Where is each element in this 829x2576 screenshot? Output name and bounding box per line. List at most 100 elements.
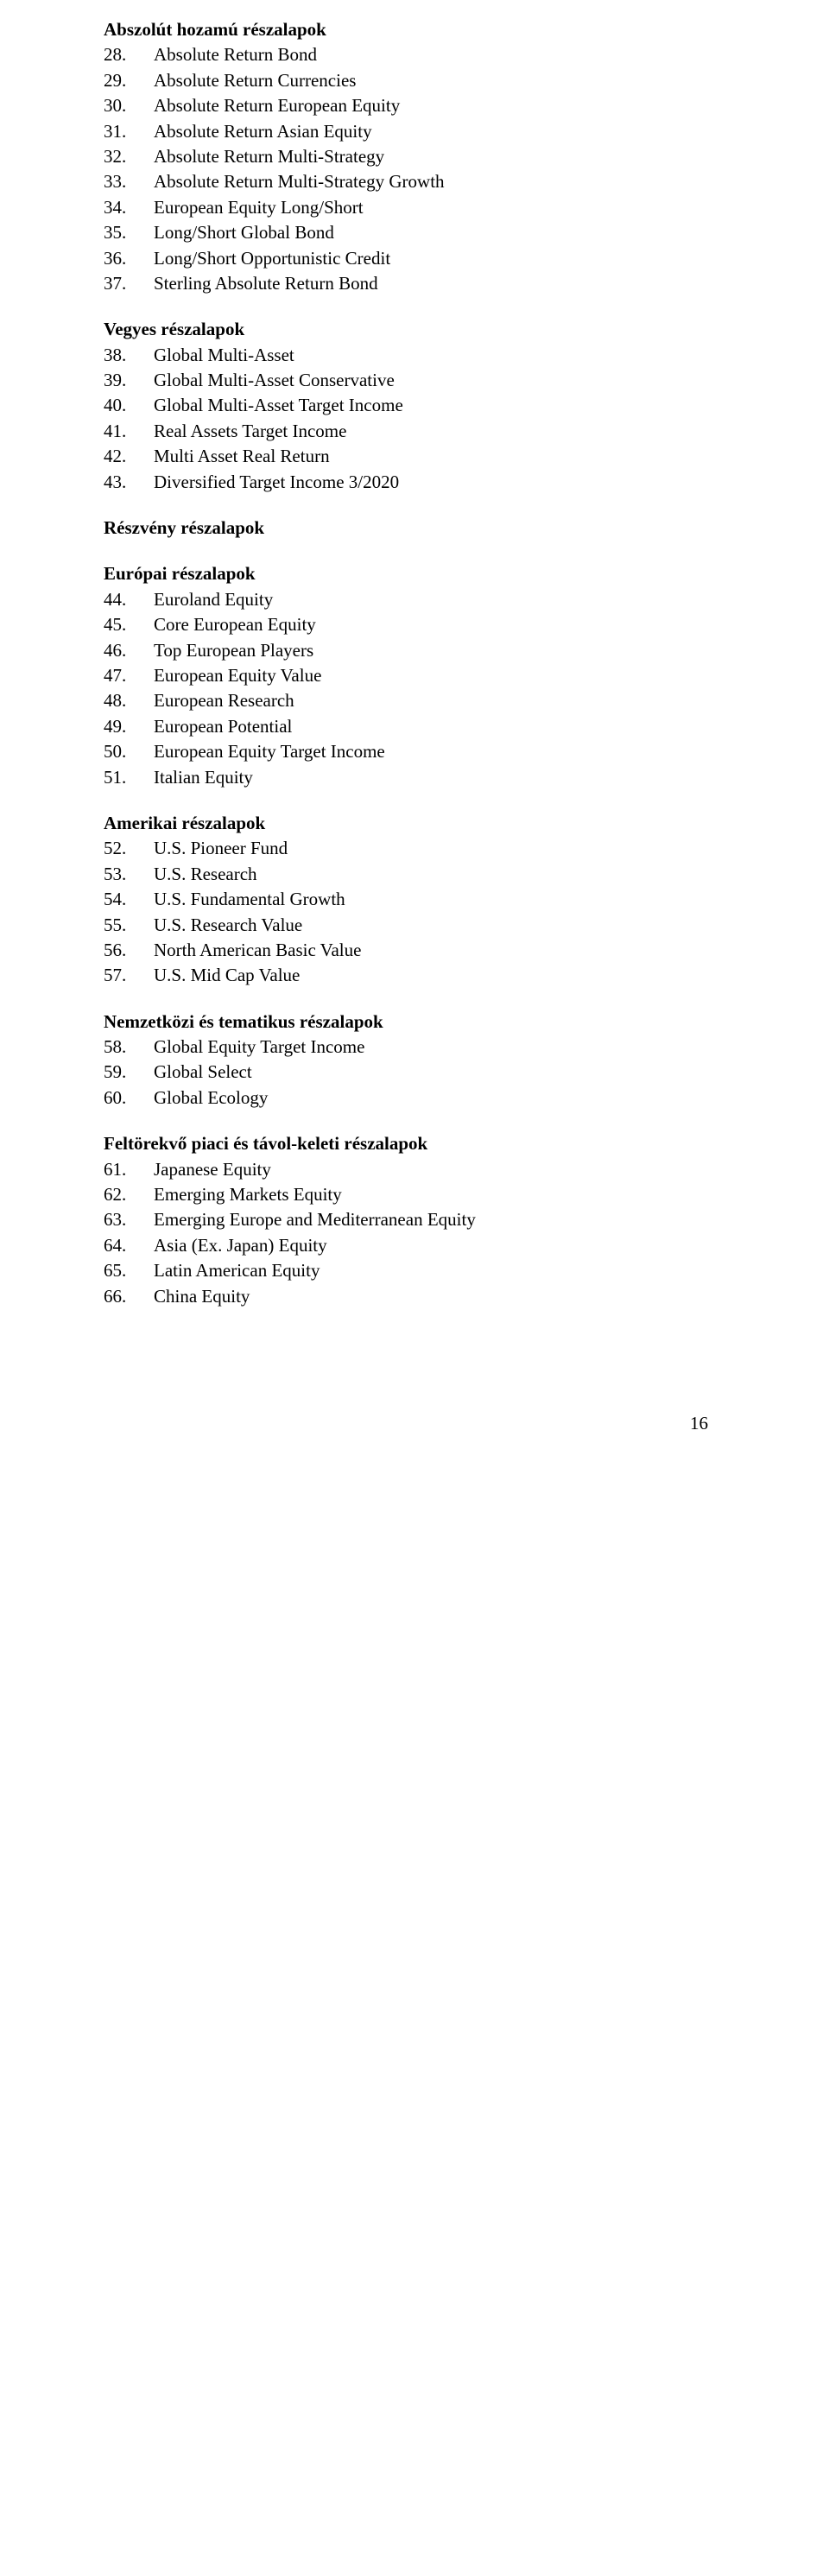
list-item-number: 43.: [104, 470, 154, 495]
list-item: 51.Italian Equity: [104, 765, 725, 790]
list-item-number: 39.: [104, 368, 154, 393]
list-item-number: 52.: [104, 836, 154, 861]
list-item-number: 46.: [104, 638, 154, 663]
section-list: 52.U.S. Pioneer Fund53.U.S. Research54.U…: [104, 836, 725, 988]
list-item-number: 60.: [104, 1085, 154, 1111]
list-item-number: 51.: [104, 765, 154, 790]
list-item-label: Absolute Return Currencies: [154, 68, 725, 93]
section-list: 28.Absolute Return Bond29.Absolute Retur…: [104, 42, 725, 296]
list-item: 50.European Equity Target Income: [104, 739, 725, 764]
list-item-number: 34.: [104, 195, 154, 220]
list-item-label: Italian Equity: [154, 765, 725, 790]
list-item-number: 55.: [104, 913, 154, 938]
list-item-label: Absolute Return Multi-Strategy Growth: [154, 169, 725, 194]
list-item-label: Asia (Ex. Japan) Equity: [154, 1233, 725, 1258]
list-item: 64.Asia (Ex. Japan) Equity: [104, 1233, 725, 1258]
list-item-label: North American Basic Value: [154, 938, 725, 963]
list-item-number: 28.: [104, 42, 154, 67]
list-item: 35.Long/Short Global Bond: [104, 220, 725, 245]
list-item: 57.U.S. Mid Cap Value: [104, 963, 725, 988]
list-item: 55.U.S. Research Value: [104, 913, 725, 938]
list-item: 58.Global Equity Target Income: [104, 1035, 725, 1060]
document-page: Abszolút hozamú részalapok28.Absolute Re…: [0, 0, 829, 1469]
list-item-label: Long/Short Opportunistic Credit: [154, 246, 725, 271]
list-item-number: 36.: [104, 246, 154, 271]
list-item-label: European Potential: [154, 714, 725, 739]
section-list: 58.Global Equity Target Income59.Global …: [104, 1035, 725, 1111]
list-item-label: European Research: [154, 688, 725, 713]
list-item: 54.U.S. Fundamental Growth: [104, 887, 725, 912]
list-item-number: 44.: [104, 587, 154, 612]
list-item-label: Multi Asset Real Return: [154, 444, 725, 469]
list-item-label: Real Assets Target Income: [154, 419, 725, 444]
list-item-label: Top European Players: [154, 638, 725, 663]
list-item-number: 42.: [104, 444, 154, 469]
list-item-label: Absolute Return European Equity: [154, 93, 725, 118]
list-item-label: Global Select: [154, 1060, 725, 1085]
list-item: 31.Absolute Return Asian Equity: [104, 119, 725, 144]
list-item-number: 53.: [104, 862, 154, 887]
list-item-number: 32.: [104, 144, 154, 169]
list-item-label: China Equity: [154, 1284, 725, 1309]
list-item-number: 35.: [104, 220, 154, 245]
list-item: 52.U.S. Pioneer Fund: [104, 836, 725, 861]
section-title: Nemzetközi és tematikus részalapok: [104, 1010, 725, 1035]
list-item-label: U.S. Fundamental Growth: [154, 887, 725, 912]
list-item: 41.Real Assets Target Income: [104, 419, 725, 444]
section-list: 38.Global Multi-Asset39.Global Multi-Ass…: [104, 343, 725, 495]
section-list: 61.Japanese Equity62.Emerging Markets Eq…: [104, 1157, 725, 1309]
list-item: 33.Absolute Return Multi-Strategy Growth: [104, 169, 725, 194]
list-item-label: U.S. Mid Cap Value: [154, 963, 725, 988]
list-item: 43.Diversified Target Income 3/2020: [104, 470, 725, 495]
list-item-label: Global Multi-Asset Target Income: [154, 393, 725, 418]
section-title: Vegyes részalapok: [104, 317, 725, 342]
list-item-label: Emerging Markets Equity: [154, 1182, 725, 1207]
list-item: 34.European Equity Long/Short: [104, 195, 725, 220]
section-title: Európai részalapok: [104, 561, 725, 586]
list-item: 39.Global Multi-Asset Conservative: [104, 368, 725, 393]
list-item-number: 29.: [104, 68, 154, 93]
list-item-number: 40.: [104, 393, 154, 418]
list-item-number: 48.: [104, 688, 154, 713]
list-item: 29.Absolute Return Currencies: [104, 68, 725, 93]
list-item-label: European Equity Value: [154, 663, 725, 688]
list-item: 61.Japanese Equity: [104, 1157, 725, 1182]
list-item: 56.North American Basic Value: [104, 938, 725, 963]
list-item-label: Long/Short Global Bond: [154, 220, 725, 245]
section-title: Feltörekvő piaci és távol-keleti részala…: [104, 1131, 725, 1156]
section-title: Abszolút hozamú részalapok: [104, 17, 725, 42]
list-item-number: 49.: [104, 714, 154, 739]
list-item-number: 33.: [104, 169, 154, 194]
list-item-label: Absolute Return Asian Equity: [154, 119, 725, 144]
list-item: 28.Absolute Return Bond: [104, 42, 725, 67]
list-item-number: 56.: [104, 938, 154, 963]
list-item-number: 65.: [104, 1258, 154, 1283]
list-item-label: Global Multi-Asset: [154, 343, 725, 368]
list-item-number: 50.: [104, 739, 154, 764]
list-item: 30.Absolute Return European Equity: [104, 93, 725, 118]
list-item-label: Global Ecology: [154, 1085, 725, 1111]
list-item-number: 62.: [104, 1182, 154, 1207]
list-item-number: 63.: [104, 1207, 154, 1232]
list-item-number: 41.: [104, 419, 154, 444]
section-list: 44.Euroland Equity45.Core European Equit…: [104, 587, 725, 790]
list-item: 37.Sterling Absolute Return Bond: [104, 271, 725, 296]
list-item-label: U.S. Research: [154, 862, 725, 887]
list-item-label: Sterling Absolute Return Bond: [154, 271, 725, 296]
list-item: 66.China Equity: [104, 1284, 725, 1309]
list-item-label: Euroland Equity: [154, 587, 725, 612]
list-item-label: European Equity Long/Short: [154, 195, 725, 220]
list-item: 63.Emerging Europe and Mediterranean Equ…: [104, 1207, 725, 1232]
list-item-number: 47.: [104, 663, 154, 688]
list-item-label: Global Multi-Asset Conservative: [154, 368, 725, 393]
list-item-number: 54.: [104, 887, 154, 912]
list-item: 45.Core European Equity: [104, 612, 725, 637]
list-item: 48.European Research: [104, 688, 725, 713]
list-item-number: 64.: [104, 1233, 154, 1258]
list-item: 38.Global Multi-Asset: [104, 343, 725, 368]
list-item: 40.Global Multi-Asset Target Income: [104, 393, 725, 418]
list-item-number: 38.: [104, 343, 154, 368]
list-item-label: U.S. Research Value: [154, 913, 725, 938]
list-item-label: Diversified Target Income 3/2020: [154, 470, 725, 495]
list-item-number: 45.: [104, 612, 154, 637]
